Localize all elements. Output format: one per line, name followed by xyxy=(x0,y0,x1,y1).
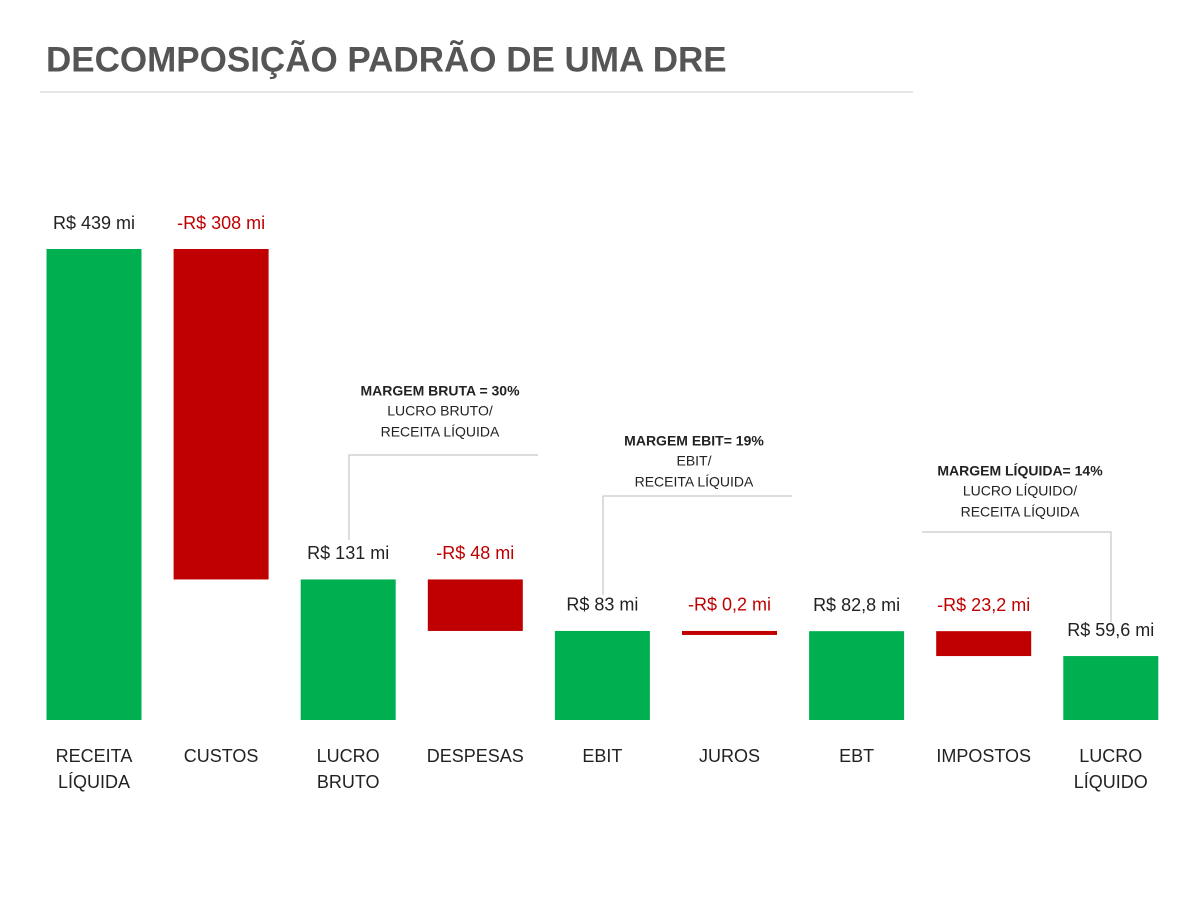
value-label: R$ 59,6 mi xyxy=(1067,620,1154,640)
value-label: -R$ 0,2 mi xyxy=(688,595,771,615)
connectors xyxy=(348,454,1112,622)
x-tick-label: RECEITA LÍQUIDA xyxy=(55,746,133,792)
value-label: -R$ 308 mi xyxy=(177,213,265,233)
x-tick-label: EBIT xyxy=(582,746,623,766)
value-label: R$ 439 mi xyxy=(53,213,135,233)
bar xyxy=(173,249,269,580)
chart-title: DECOMPOSIÇÃO PADRÃO DE UMA DRE xyxy=(46,40,727,79)
x-tick-label: LUCRO LÍQUIDO xyxy=(1073,746,1148,792)
connector xyxy=(922,531,1112,622)
value-label: R$ 131 mi xyxy=(307,543,389,563)
x-tick-label: DESPESAS xyxy=(426,746,524,766)
bar xyxy=(554,630,650,720)
annotation-line: RECEITA LÍQUIDA xyxy=(961,504,1080,520)
bar xyxy=(936,631,1032,657)
annotation-line: LUCRO LÍQUIDO/ xyxy=(963,483,1077,499)
bar xyxy=(46,249,142,720)
annotation-line: LUCRO BRUTO/ xyxy=(387,403,493,419)
connector xyxy=(602,495,792,595)
annotation-title: MARGEM LÍQUIDA= 14% xyxy=(937,463,1103,479)
x-tick-label: IMPOSTOS xyxy=(936,746,1032,766)
annotation-title: MARGEM EBIT= 19% xyxy=(624,433,764,449)
x-tick-label: LUCRO BRUTO xyxy=(316,746,380,792)
bar xyxy=(1063,656,1159,720)
annotation-line: EBIT/ xyxy=(676,453,711,469)
x-tick-label: JUROS xyxy=(698,746,760,766)
bar xyxy=(300,579,396,720)
value-label: -R$ 23,2 mi xyxy=(937,595,1030,615)
x-tick-label: EBT xyxy=(839,746,875,766)
annotation-title: MARGEM BRUTA = 30% xyxy=(360,383,520,399)
x-tick-label: CUSTOS xyxy=(183,746,259,766)
annotation-line: RECEITA LÍQUIDA xyxy=(635,474,754,490)
bar xyxy=(809,631,905,720)
annotation-line: RECEITA LÍQUIDA xyxy=(381,424,500,440)
value-label: -R$ 48 mi xyxy=(436,543,514,563)
value-label: R$ 83 mi xyxy=(566,595,638,615)
value-label: R$ 82,8 mi xyxy=(813,595,900,615)
bar xyxy=(427,579,523,631)
connector xyxy=(348,454,538,540)
bar xyxy=(682,630,777,635)
